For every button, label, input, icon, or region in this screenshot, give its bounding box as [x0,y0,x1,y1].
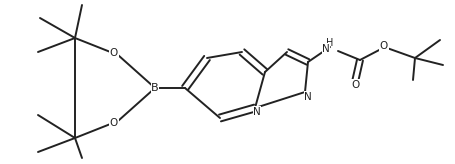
Text: O: O [351,80,359,90]
Text: N: N [253,107,261,117]
Text: O: O [380,41,388,51]
Text: O: O [110,48,118,58]
Text: H: H [326,38,334,48]
Text: N: N [304,92,312,102]
Text: N: N [322,44,330,54]
Text: O: O [110,118,118,128]
Text: B: B [151,83,159,93]
